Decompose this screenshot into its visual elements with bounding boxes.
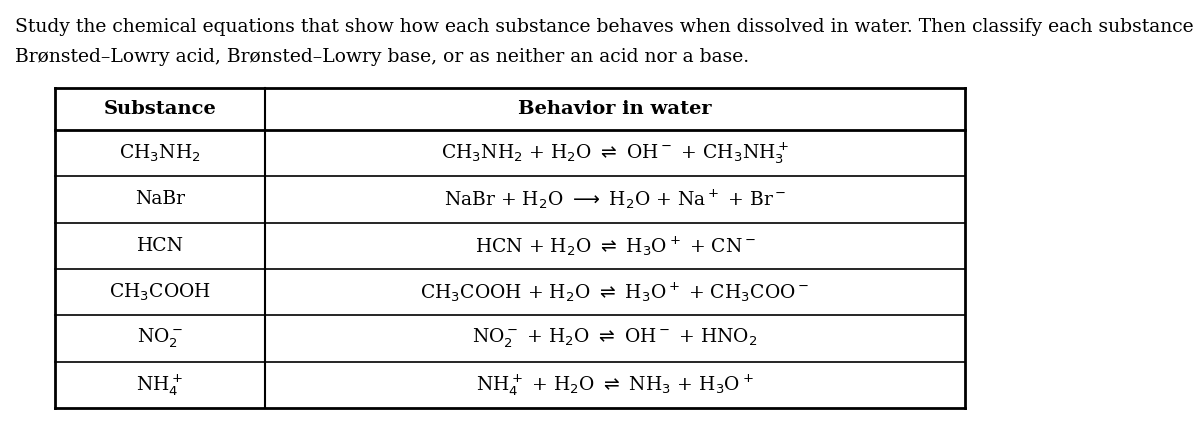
Text: CH$_3$NH$_2$: CH$_3$NH$_2$	[119, 142, 200, 164]
Text: NaBr: NaBr	[134, 191, 185, 208]
Text: NH$_4^+$ + H$_2$O $\rightleftharpoons$ NH$_3$ + H$_3$O$^+$: NH$_4^+$ + H$_2$O $\rightleftharpoons$ N…	[476, 372, 754, 398]
Text: Study the chemical equations that show how each substance behaves when dissolved: Study the chemical equations that show h…	[14, 18, 1200, 36]
Text: CH$_3$NH$_2$ + H$_2$O $\rightleftharpoons$ OH$^-$ + CH$_3$NH$_3^+$: CH$_3$NH$_2$ + H$_2$O $\rightleftharpoon…	[440, 140, 790, 166]
Text: HCN + H$_2$O $\rightleftharpoons$ H$_3$O$^+$ + CN$^-$: HCN + H$_2$O $\rightleftharpoons$ H$_3$O…	[474, 234, 756, 257]
Text: NaBr + H$_2$O $\longrightarrow$ H$_2$O + Na$^+$ + Br$^-$: NaBr + H$_2$O $\longrightarrow$ H$_2$O +…	[444, 188, 786, 211]
Text: Brønsted–Lowry acid, Brønsted–Lowry base, or as neither an acid nor a base.: Brønsted–Lowry acid, Brønsted–Lowry base…	[14, 48, 749, 66]
Text: HCN: HCN	[137, 237, 184, 255]
Text: NO$_2^-$ + H$_2$O $\rightleftharpoons$ OH$^-$ + HNO$_2$: NO$_2^-$ + H$_2$O $\rightleftharpoons$ O…	[472, 327, 758, 350]
Text: Substance: Substance	[103, 100, 216, 118]
Text: NO$_2^-$: NO$_2^-$	[137, 327, 184, 350]
Text: Behavior in water: Behavior in water	[518, 100, 712, 118]
Text: CH$_3$COOH + H$_2$O $\rightleftharpoons$ H$_3$O$^+$ + CH$_3$COO$^-$: CH$_3$COOH + H$_2$O $\rightleftharpoons$…	[420, 280, 810, 304]
Text: CH$_3$COOH: CH$_3$COOH	[109, 282, 211, 303]
Text: NH$_4^+$: NH$_4^+$	[137, 372, 184, 398]
